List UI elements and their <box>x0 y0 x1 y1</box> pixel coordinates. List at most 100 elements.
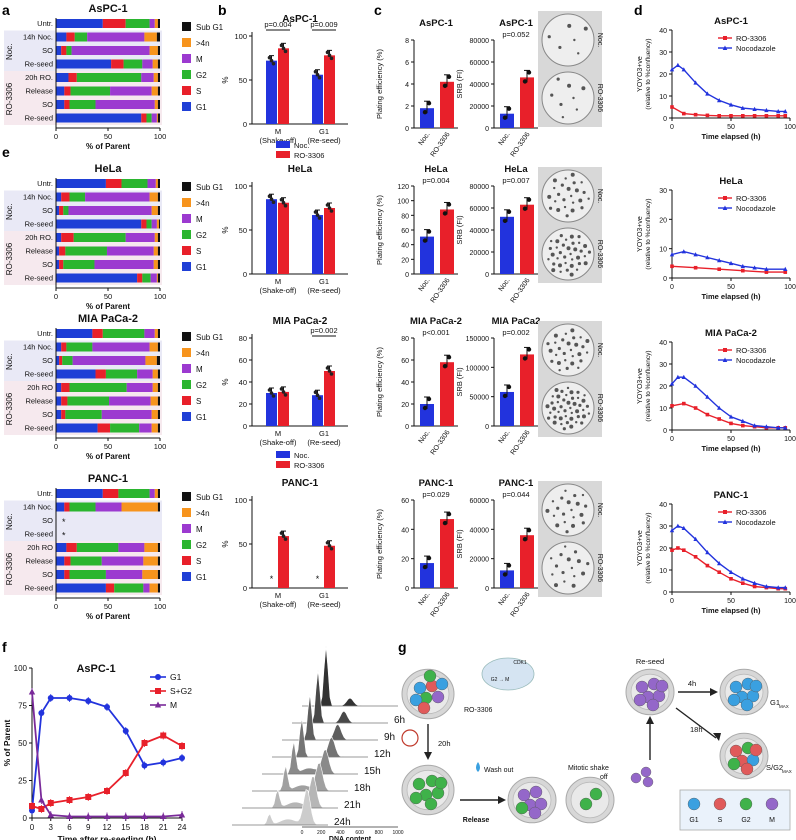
arrow-head <box>710 688 718 696</box>
colony-dot <box>570 361 575 366</box>
x-tick-label: 50 <box>727 598 735 605</box>
colony-dot <box>566 246 571 251</box>
colony-dot <box>562 351 566 356</box>
colony-dot <box>559 234 563 238</box>
cell <box>424 797 438 811</box>
row-label: Re-seed <box>25 114 53 123</box>
series-point <box>160 732 167 739</box>
grouped-title: HeLa <box>288 164 313 175</box>
series-point <box>729 577 733 581</box>
row-label: SO <box>42 570 53 579</box>
group-label-noc: Noc. <box>5 354 14 370</box>
y-tick-label: 100 <box>234 496 247 505</box>
bar-segment-G2 <box>146 113 152 123</box>
series-point <box>675 62 681 67</box>
timepoint-label: 12h <box>374 749 391 760</box>
x-tick-label: 6 <box>67 823 72 832</box>
y-axis-sublabel: (relative to %confluency) <box>645 350 652 421</box>
data-point <box>269 197 274 201</box>
colony-dot <box>556 400 560 404</box>
bar-segment-M <box>101 556 144 566</box>
bar-segment-S <box>111 59 124 69</box>
bar-Noc <box>266 60 277 124</box>
bar-segment-4n <box>153 246 158 256</box>
bar-segment-S <box>66 543 77 552</box>
y-axis-sublabel: (relative to %confluency) <box>645 38 652 109</box>
dna-histogram <box>262 741 358 775</box>
colony-dot <box>566 557 571 562</box>
series-point <box>693 383 698 388</box>
x-tick-label: 0 <box>670 284 674 291</box>
bar-segment-SubG1 <box>157 100 160 109</box>
x-cat-label: RO-3306 <box>510 429 532 456</box>
legend-label: G1 <box>170 672 182 682</box>
series-point <box>693 265 698 270</box>
y-tick-label: 100000 <box>466 365 489 372</box>
bar-segment-4n <box>149 46 158 55</box>
series-point <box>783 114 788 118</box>
x-tick-label: 50 <box>104 292 112 301</box>
y-tick-label: 40 <box>401 243 409 250</box>
data-point <box>526 528 532 533</box>
series-point <box>752 584 757 589</box>
bar-segment-G1 <box>56 59 112 69</box>
legend-label: S <box>196 87 201 96</box>
colony-dot <box>550 359 554 363</box>
series-line-nocodazole <box>671 376 786 429</box>
bar-Noc <box>312 395 323 426</box>
legend-marker <box>723 36 727 40</box>
colony-dot <box>554 387 559 392</box>
star-annotation: * <box>316 574 320 584</box>
colony-dot <box>585 338 590 343</box>
y-tick-label: 40000 <box>470 228 490 235</box>
cell <box>529 785 543 799</box>
bar-segment-4n <box>151 86 158 96</box>
x-axis-label: Time elapsed (h) <box>701 606 761 615</box>
colony-dot <box>557 346 561 351</box>
bar-segment-S <box>105 179 122 188</box>
series-point <box>682 111 686 116</box>
legend-label: Noc. <box>294 141 309 150</box>
series-point <box>776 425 781 430</box>
series-point <box>141 813 148 819</box>
plate-label: Noc. <box>596 33 603 47</box>
y-tick-label: 10 <box>659 568 667 575</box>
bar-segment-4n <box>149 342 158 352</box>
x-cat-label: Noc. <box>498 277 512 293</box>
colony-dot <box>560 496 564 500</box>
bar-segment-G1 <box>56 246 60 256</box>
bar-segment-S <box>141 219 147 229</box>
cell <box>655 679 669 693</box>
y-tick-label: 20 <box>401 557 409 564</box>
bar-segment-G1 <box>56 356 60 365</box>
bar-ro <box>520 535 534 588</box>
series-point <box>681 525 686 530</box>
colony-dot <box>571 201 575 204</box>
data-point <box>442 520 448 526</box>
grouped-title: MIA PaCa-2 <box>273 316 328 327</box>
data-point <box>317 216 322 220</box>
colony-dot <box>581 493 585 497</box>
bar-ro <box>520 77 534 128</box>
legend-label: >4n <box>196 199 210 208</box>
colony-dot <box>564 414 568 418</box>
data-point <box>267 388 272 392</box>
y-tick-label: 10 <box>659 406 667 413</box>
bar-ro <box>440 81 454 128</box>
colony-plate <box>541 541 595 595</box>
y-axis-label: YOYO3+ve <box>637 530 644 566</box>
legend-label: G1 <box>689 817 698 824</box>
bar-ro <box>440 519 454 588</box>
bar-segment-4n <box>149 192 158 202</box>
bar-segment-SubG1 <box>157 543 160 552</box>
colony-dot <box>570 258 574 261</box>
data-point <box>502 218 508 223</box>
bar-segment-G2 <box>76 543 119 552</box>
series-point <box>669 528 675 533</box>
bar-segment-S <box>61 192 70 202</box>
colony-dot <box>552 262 556 266</box>
colony-dot <box>558 251 562 255</box>
group-label-ro: RO-3306 <box>5 82 14 115</box>
cell <box>630 772 642 784</box>
row-label: 20h RO <box>27 543 53 552</box>
